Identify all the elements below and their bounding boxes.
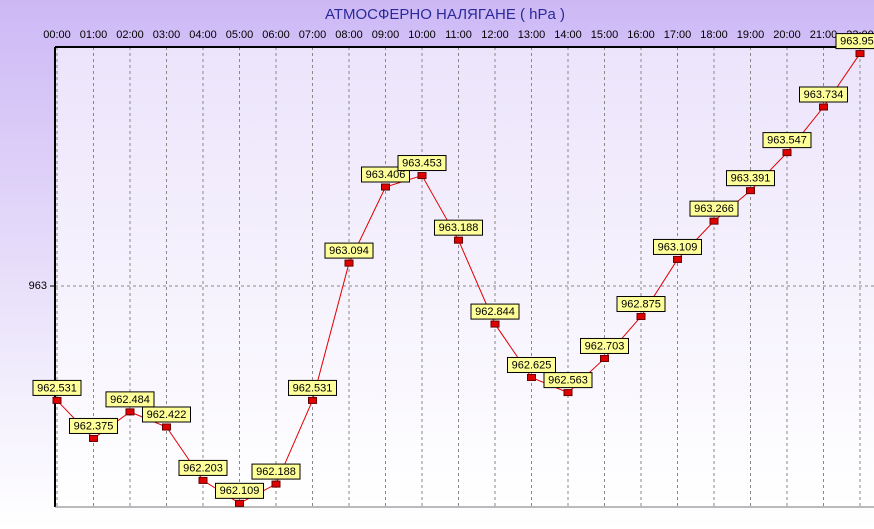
x-tick-label: 05:00 <box>226 29 254 41</box>
data-label: 963.406 <box>366 169 406 181</box>
y-tick-label: 963 <box>29 280 47 292</box>
x-tick-label: 14:00 <box>554 29 582 41</box>
data-label-box <box>215 482 264 499</box>
point-marker <box>600 354 609 362</box>
point-marker <box>125 408 135 416</box>
data-label: 963.453 <box>402 157 442 169</box>
point-marker <box>782 149 792 157</box>
data-label: 962.375 <box>74 420 114 432</box>
data-label: 962.203 <box>183 462 223 474</box>
data-label: 962.875 <box>621 298 661 310</box>
point-marker <box>308 396 317 404</box>
point-marker <box>162 423 171 431</box>
data-label-box <box>543 372 593 389</box>
data-label-box <box>288 379 337 396</box>
data-label-box <box>689 200 739 217</box>
data-label: 962.625 <box>512 359 552 371</box>
data-label-box <box>434 219 483 236</box>
data-label-box <box>835 33 874 50</box>
point-marker <box>636 313 646 321</box>
x-tick-label: 18:00 <box>700 29 728 41</box>
data-label: 963.391 <box>731 173 771 185</box>
data-label: 962.531 <box>293 382 333 394</box>
x-tick-label: 01:00 <box>80 29 108 41</box>
x-tick-label: 10:00 <box>408 29 436 41</box>
data-label-box <box>653 238 702 255</box>
x-tick-label: 04:00 <box>189 29 217 41</box>
data-label: 962.844 <box>475 306 515 318</box>
x-tick-label: 12:00 <box>481 29 509 41</box>
point-marker <box>673 255 682 263</box>
data-label: 962.188 <box>256 466 296 478</box>
x-tick-label: 07:00 <box>299 29 327 41</box>
point-marker <box>344 259 354 267</box>
data-label-box <box>726 170 775 187</box>
data-label: 962.109 <box>220 485 260 497</box>
x-tick-label: 19:00 <box>737 29 765 41</box>
plot-area <box>55 47 874 507</box>
point-marker <box>563 389 573 397</box>
point-marker <box>52 396 62 404</box>
x-tick-label: 20:00 <box>773 29 801 41</box>
x-tick-label: 03:00 <box>153 29 181 41</box>
data-label: 963.734 <box>804 89 844 101</box>
data-label: 962.422 <box>147 409 187 421</box>
data-label: 963.109 <box>658 241 698 253</box>
data-label: 962.703 <box>585 340 625 352</box>
point-marker <box>198 476 208 484</box>
point-marker <box>855 50 865 58</box>
point-marker <box>490 320 500 328</box>
x-tick-label: 02:00 <box>116 29 144 41</box>
data-label: 963.266 <box>694 203 734 215</box>
data-label: 962.531 <box>37 382 77 394</box>
data-label-box <box>762 132 812 149</box>
x-tick-label: 00:00 <box>43 29 71 41</box>
x-tick-label: 08:00 <box>335 29 363 41</box>
point-marker <box>235 499 244 507</box>
point-marker <box>709 217 719 225</box>
chart-title: АТМОСФЕРНО НАЛЯГАНЕ ( hPa ) <box>325 6 565 23</box>
data-label-box <box>251 463 301 480</box>
data-label-box <box>507 356 556 373</box>
point-marker <box>527 373 536 381</box>
x-tick-label: 17:00 <box>664 29 692 41</box>
data-label-box <box>799 86 848 103</box>
data-label-box <box>32 379 82 396</box>
x-tick-label: 15:00 <box>591 29 619 41</box>
data-label-box <box>178 459 228 476</box>
data-label: 963.953 <box>840 35 874 47</box>
point-marker <box>819 103 828 111</box>
data-label-box <box>580 337 629 354</box>
point-marker <box>417 172 427 180</box>
x-tick-label: 13:00 <box>518 29 546 41</box>
data-label: 962.484 <box>110 394 150 406</box>
data-label-box <box>470 303 520 320</box>
point-marker <box>454 236 463 244</box>
point-marker <box>381 183 390 191</box>
data-label-box <box>616 296 666 313</box>
data-label-box <box>397 155 447 172</box>
x-tick-label: 09:00 <box>372 29 400 41</box>
data-label-box <box>105 391 155 408</box>
point-marker <box>746 187 755 195</box>
x-tick-label: 21:00 <box>810 29 838 41</box>
data-label: 962.563 <box>548 375 588 387</box>
data-label: 963.547 <box>767 135 807 147</box>
data-label-box <box>142 406 191 423</box>
data-label-box <box>324 242 374 259</box>
point-marker <box>271 480 281 488</box>
data-label: 963.188 <box>439 222 479 234</box>
point-marker <box>89 434 98 442</box>
x-tick-label: 06:00 <box>262 29 290 41</box>
data-label: 963.094 <box>329 245 369 257</box>
x-tick-label: 11:00 <box>445 29 472 41</box>
x-tick-label: 16:00 <box>627 29 655 41</box>
data-label-box <box>69 417 118 434</box>
